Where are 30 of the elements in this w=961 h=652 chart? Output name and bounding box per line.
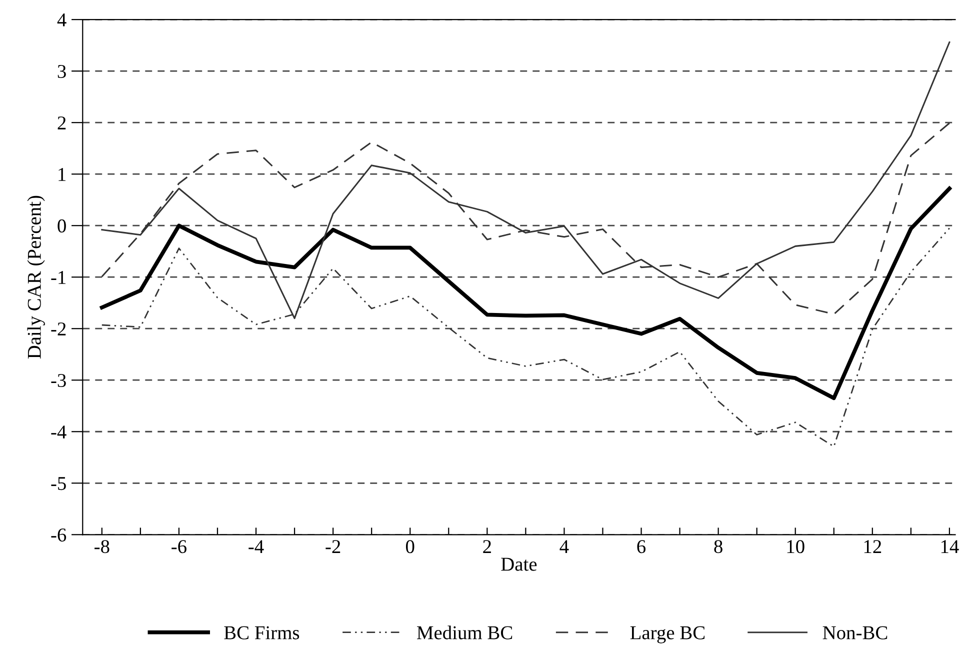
y-tick-label: 3 xyxy=(58,64,66,78)
x-tick-label: -2 xyxy=(326,540,340,553)
y-tick-label: -2 xyxy=(51,322,66,336)
y-tick-label: 4 xyxy=(57,14,66,26)
x-tick-label: 2 xyxy=(483,540,491,553)
x-tick-label: 6 xyxy=(637,540,646,554)
x-tick-label: 4 xyxy=(560,540,569,553)
x-tick-label: -4 xyxy=(248,540,264,553)
x-tick-label: 12 xyxy=(864,540,882,553)
line-series xyxy=(100,186,952,400)
y-tick-label: -5 xyxy=(51,477,66,490)
y-tick-label: -6 xyxy=(51,528,66,542)
y-tick-label: 0 xyxy=(58,219,66,233)
legend-label: Medium BC xyxy=(417,626,512,640)
y-tick-label: 1 xyxy=(58,168,66,181)
legend-label: BC Firms xyxy=(224,626,300,640)
y-tick-label: -1 xyxy=(51,271,66,284)
y-axis-title: Daily CAR (Percent) xyxy=(27,196,45,359)
x-tick-label: 10 xyxy=(787,540,804,554)
legend-label: Non-BC xyxy=(822,626,888,640)
legend-label: Large BC xyxy=(630,626,705,644)
x-tick-label: 8 xyxy=(714,540,722,554)
x-tick-label: 0 xyxy=(406,540,414,554)
x-tick-label: 14 xyxy=(941,540,959,553)
x-tick-label: -8 xyxy=(94,540,110,554)
y-tick-label: -3 xyxy=(51,374,66,388)
y-tick-label: 2 xyxy=(58,116,66,130)
x-axis-title: Date xyxy=(501,558,537,571)
x-tick-label: -6 xyxy=(172,540,186,554)
y-tick-label: -4 xyxy=(51,426,66,438)
